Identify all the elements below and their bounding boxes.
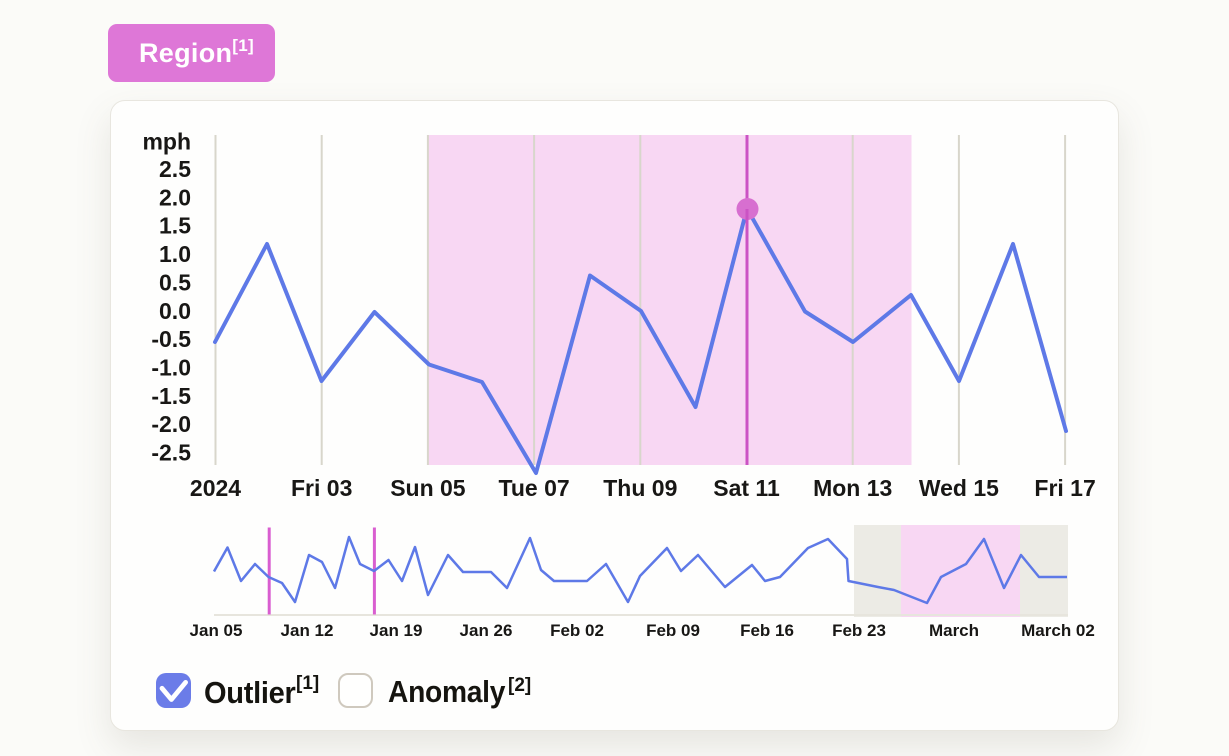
svg-text:Thu 09: Thu 09: [603, 475, 677, 501]
svg-text:March: March: [929, 621, 979, 640]
svg-text:Fri 03: Fri 03: [291, 475, 352, 501]
svg-text:Jan 05: Jan 05: [190, 621, 243, 640]
svg-text:2.5: 2.5: [159, 156, 191, 182]
svg-text:Fri 17: Fri 17: [1034, 475, 1095, 501]
svg-text:March 02: March 02: [1021, 621, 1095, 640]
svg-text:2.0: 2.0: [159, 184, 191, 210]
svg-text:Jan 19: Jan 19: [370, 621, 423, 640]
svg-text:Sun 05: Sun 05: [390, 475, 466, 501]
svg-text:Feb 02: Feb 02: [550, 621, 604, 640]
svg-text:Tue 07: Tue 07: [499, 475, 570, 501]
svg-text:-2.0: -2.0: [151, 411, 191, 437]
svg-text:Sat 11: Sat 11: [713, 475, 780, 501]
svg-text:1.5: 1.5: [159, 213, 191, 239]
svg-text:Feb 16: Feb 16: [740, 621, 794, 640]
svg-text:-2.5: -2.5: [151, 440, 191, 466]
svg-text:Wed 15: Wed 15: [919, 475, 999, 501]
svg-text:Jan 26: Jan 26: [460, 621, 513, 640]
svg-text:Feb 09: Feb 09: [646, 621, 700, 640]
svg-text:Feb 23: Feb 23: [832, 621, 886, 640]
svg-text:-0.5: -0.5: [151, 326, 191, 352]
svg-text:Jan 12: Jan 12: [281, 621, 334, 640]
svg-text:-1.0: -1.0: [151, 355, 191, 381]
svg-text:Mon 13: Mon 13: [813, 475, 892, 501]
svg-text:2024: 2024: [190, 475, 241, 501]
svg-text:-1.5: -1.5: [151, 383, 191, 409]
svg-text:0.0: 0.0: [159, 298, 191, 324]
svg-text:mph: mph: [142, 129, 191, 155]
svg-text:0.5: 0.5: [159, 269, 191, 295]
svg-text:1.0: 1.0: [159, 241, 191, 267]
